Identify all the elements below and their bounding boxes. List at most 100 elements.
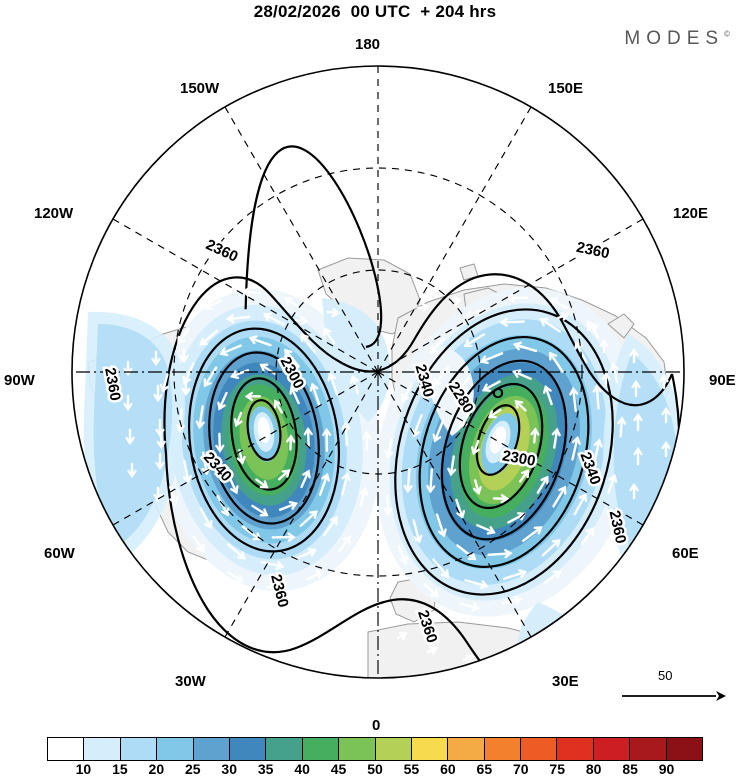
- wind-arrow: [586, 320, 600, 339]
- colorbar-cell-7[interactable]: [302, 738, 340, 760]
- wind-arrow: [502, 569, 528, 580]
- wind-arrow: [153, 384, 163, 403]
- colorbar-cell-8[interactable]: [339, 738, 376, 760]
- wind-arrow: [217, 391, 228, 411]
- wind-arrow: [323, 327, 336, 345]
- wind-arrow: [286, 434, 296, 451]
- wind-arrow: [432, 419, 445, 443]
- wind-arrow: [536, 475, 549, 494]
- wind-arrow: [471, 439, 480, 456]
- wind-arrow: [556, 311, 570, 321]
- wind-arrow: [403, 468, 413, 494]
- wind-arrow: [566, 625, 582, 635]
- wind-arrow: [226, 570, 244, 583]
- wind-arrow: [305, 569, 325, 581]
- wind-arrow: [541, 539, 561, 557]
- wind-arrow: [433, 366, 450, 387]
- wind-arrow: [127, 462, 137, 479]
- wind-arrow: [225, 313, 251, 324]
- wind-arrow: [633, 412, 643, 432]
- wind-arrow: [592, 384, 602, 410]
- wind-arrow: [233, 411, 243, 428]
- wind-arrow: [633, 446, 643, 466]
- wind-arrow: [590, 601, 605, 612]
- brand-name: MODES: [624, 28, 725, 49]
- wind-arrow: [599, 338, 609, 354]
- contour-label: 2300: [501, 447, 537, 470]
- polar-stereographic-map[interactable]: 2360 2360 2360 2360 2360 2360 2360 2360 2360 2360…: [68, 62, 688, 682]
- colorbar-cell-15[interactable]: [593, 738, 631, 760]
- wind-arrow: [580, 527, 594, 545]
- wind-arrow: [432, 558, 450, 578]
- colorbar-tick-70: 70: [512, 761, 529, 777]
- wind-arrow: [362, 430, 372, 452]
- contour-label: 2360: [575, 239, 611, 263]
- wind-arrow: [169, 485, 179, 506]
- wind-arrow: [244, 391, 262, 401]
- wind-arrow: [661, 406, 671, 424]
- wind-arrow: [383, 494, 393, 516]
- colorbar-cell-3[interactable]: [157, 738, 194, 760]
- colorbar-tick-20: 20: [148, 761, 165, 777]
- wind-arrow: [586, 323, 599, 333]
- longitude-label-150w: 150W: [180, 80, 220, 97]
- wind-arrow: [593, 438, 603, 464]
- wind-arrow: [303, 427, 313, 448]
- colorbar-cell-2[interactable]: [120, 738, 158, 760]
- colorbar-cell-10[interactable]: [411, 738, 449, 760]
- colorbar-cell-17[interactable]: [666, 738, 703, 760]
- wind-arrow: [530, 427, 540, 444]
- colorbar[interactable]: [47, 737, 703, 761]
- colorbar-cell-13[interactable]: [521, 738, 558, 760]
- colorbar-cell-12[interactable]: [484, 738, 522, 760]
- wind-arrow: [452, 377, 470, 397]
- wind-arrow: [289, 385, 300, 405]
- wind-arrow: [609, 362, 619, 384]
- graticule-principal: [72, 371, 684, 678]
- wind-arrow: [177, 327, 190, 345]
- colorbar-cell-4[interactable]: [193, 738, 230, 760]
- wind-arrow: [571, 435, 581, 461]
- contour-label: 2360: [606, 509, 630, 545]
- wind-arrow: [215, 432, 225, 453]
- colorbar-cell-14[interactable]: [557, 738, 594, 760]
- wind-arrow: [456, 544, 477, 561]
- wind-arrow: [273, 399, 284, 414]
- colorbar-tick-15: 15: [112, 761, 128, 777]
- copyright-mark: ©: [724, 29, 730, 39]
- wind-arrow: [182, 459, 192, 484]
- colorbar-cell-11[interactable]: [448, 738, 485, 760]
- colorbar-tick-55: 55: [403, 761, 420, 777]
- wind-arrow: [284, 297, 302, 310]
- wind-arrow: [219, 344, 242, 357]
- wind-arrow: [573, 492, 588, 516]
- wind-arrow: [569, 386, 579, 413]
- wind-arrow: [416, 302, 431, 312]
- colorbar-tick-35: 35: [257, 761, 274, 777]
- wind-arrow: [341, 472, 351, 496]
- wind-arrow: [300, 333, 316, 353]
- colorbar-tick-80: 80: [585, 761, 602, 777]
- wind-vectors: [123, 287, 671, 664]
- colorbar-cell-6[interactable]: [266, 738, 303, 760]
- colorbar-cell-5[interactable]: [229, 738, 267, 760]
- wind-arrow: [499, 317, 525, 327]
- wind-arrow: [384, 438, 394, 459]
- wind-arrow: [179, 348, 189, 364]
- colorbar-cell-0[interactable]: [48, 738, 85, 760]
- colorbar-cell-1[interactable]: [84, 738, 121, 760]
- colorbar-cell-16[interactable]: [630, 738, 667, 760]
- wind-arrow: [248, 335, 272, 347]
- longitude-label-90w: 90W: [4, 372, 35, 389]
- wind-arrow: [463, 333, 486, 348]
- wind-arrow: [479, 352, 504, 365]
- wind-arrow: [552, 485, 567, 508]
- wind-arrow: [487, 408, 502, 419]
- wind-arrow: [294, 547, 317, 560]
- longitude-label-0: 0: [372, 717, 381, 734]
- wind-arrow: [476, 524, 496, 535]
- colorbar-cell-9[interactable]: [375, 738, 412, 760]
- wind-arrow: [182, 362, 195, 385]
- wind-arrow: [284, 348, 300, 368]
- wind-arrow: [542, 384, 553, 406]
